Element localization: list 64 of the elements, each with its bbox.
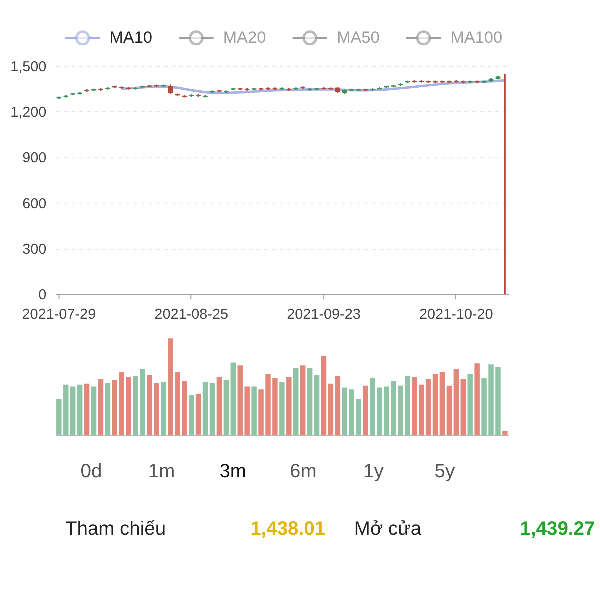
bar: [426, 379, 432, 435]
bar: [328, 384, 334, 435]
bar: [321, 356, 327, 435]
legend-label: MA50: [337, 28, 380, 47]
bar: [230, 362, 236, 435]
text: Tham chiếu: [65, 519, 166, 540]
y-tick-label: 0: [38, 288, 47, 304]
bar: [468, 374, 473, 435]
bar: [98, 379, 104, 435]
bar: [188, 395, 194, 435]
candlestick: [502, 74, 508, 296]
bar: [91, 386, 97, 435]
bar: [335, 376, 341, 435]
text: 5y: [434, 461, 456, 482]
text: 0d: [80, 461, 102, 482]
bar: [161, 382, 166, 435]
legend-label: MA100: [450, 28, 503, 47]
bar: [342, 388, 348, 435]
x-tick-label: 2021-09-23: [287, 306, 361, 323]
bar: [474, 364, 480, 435]
bar: [286, 377, 292, 435]
bar: [502, 431, 508, 435]
x-tick-label: 2021-10-20: [419, 306, 494, 323]
bar: [363, 386, 368, 435]
text: 1,438.01: [250, 519, 326, 540]
text: 1m: [148, 461, 176, 482]
y-tick-label: 900: [22, 150, 47, 167]
legend-label: MA10: [110, 28, 153, 47]
bar: [196, 394, 202, 435]
bar: [210, 382, 216, 435]
line-series: [120, 79, 506, 94]
bar: [202, 382, 208, 435]
bar: [252, 386, 257, 435]
bar: [77, 384, 83, 435]
y-tick-label: 1,500: [10, 59, 47, 76]
bar: [460, 379, 466, 435]
bar: [280, 382, 285, 435]
y-tick-label: 300: [22, 242, 47, 258]
bar: [294, 368, 299, 435]
text: 1,439.27: [520, 519, 596, 540]
bar: [446, 386, 452, 435]
candlestick: [168, 84, 174, 95]
text: 6m: [290, 461, 317, 482]
bar: [112, 380, 118, 435]
bar: [454, 369, 460, 435]
bar: [216, 377, 222, 435]
legend-label: MA20: [223, 28, 266, 47]
bar: [432, 374, 438, 435]
x-tick-label: 2021-07-29: [22, 306, 96, 323]
bar: [412, 377, 418, 435]
y-tick-label: 600: [22, 196, 47, 212]
bar: [307, 368, 313, 435]
text: Mở cửa: [354, 519, 422, 540]
bar: [418, 384, 424, 435]
x-tick-label: 2021-08-25: [154, 306, 229, 323]
bar: [440, 372, 446, 435]
bar: [314, 375, 320, 435]
bar: [105, 382, 111, 435]
y-tick-label: 1,200: [10, 105, 47, 122]
bar: [300, 366, 306, 435]
text: 3m: [220, 461, 246, 482]
text: 1y: [364, 461, 384, 482]
bar: [224, 380, 230, 435]
bar: [84, 384, 90, 435]
